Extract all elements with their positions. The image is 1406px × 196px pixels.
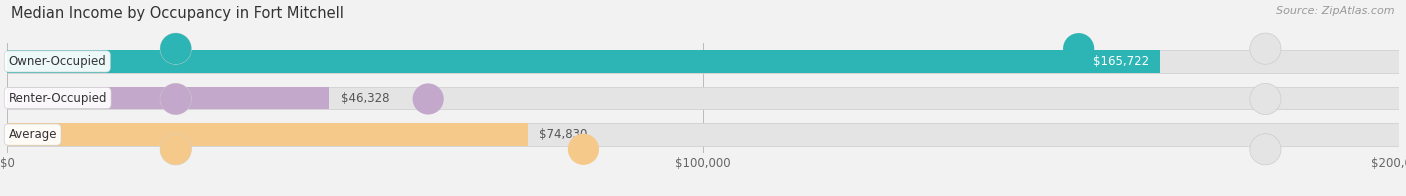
Text: Median Income by Occupancy in Fort Mitchell: Median Income by Occupancy in Fort Mitch… [11,6,344,21]
Text: $74,830: $74,830 [538,128,588,141]
Text: Owner-Occupied: Owner-Occupied [8,55,107,68]
Text: Average: Average [8,128,56,141]
Text: $46,328: $46,328 [340,92,389,104]
Bar [7,123,527,146]
Bar [7,87,329,109]
Bar [7,123,1399,146]
Text: Renter-Occupied: Renter-Occupied [8,92,107,104]
Bar [7,50,1399,73]
Text: $165,722: $165,722 [1092,55,1149,68]
Text: Source: ZipAtlas.com: Source: ZipAtlas.com [1277,6,1395,16]
Bar [7,50,1160,73]
Bar [7,87,1399,109]
